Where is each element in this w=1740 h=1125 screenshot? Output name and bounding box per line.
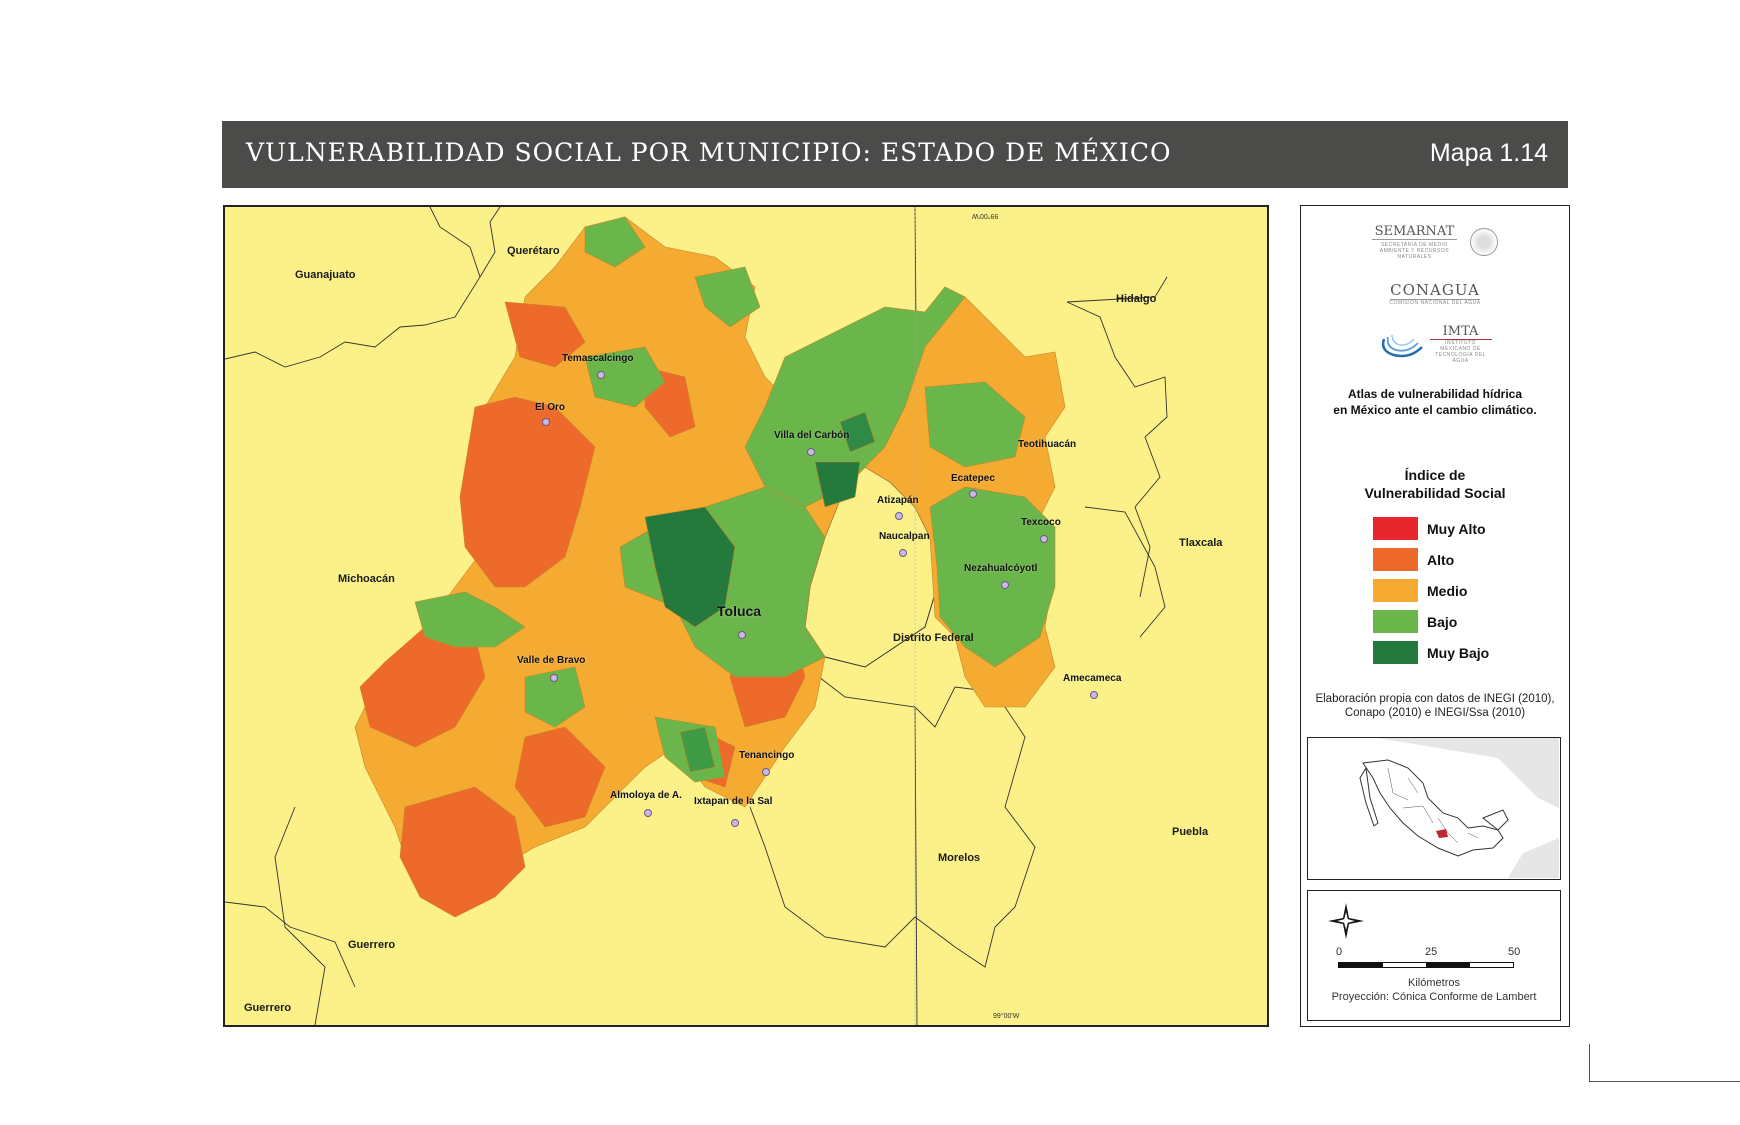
- city-marker[interactable]: [1001, 581, 1009, 589]
- city-marker[interactable]: [1040, 535, 1048, 543]
- legend-label: Muy Bajo: [1427, 645, 1490, 661]
- conagua-logo: CONAGUA COMISIÓN NACIONAL DEL AGUA: [1389, 281, 1481, 306]
- map-number: Mapa 1.14: [1429, 139, 1548, 167]
- north-arrow-icon: [1328, 903, 1364, 939]
- city-teotihuacan: Teotihuacán: [1018, 439, 1077, 450]
- label-tlaxcala: Tlaxcala: [1179, 537, 1223, 549]
- state-map: [225, 207, 1168, 1025]
- city-naucalpan: Naucalpan: [879, 531, 930, 542]
- city-marker[interactable]: [895, 512, 903, 520]
- city-villa-del-carbon: Villa del Carbón: [774, 430, 850, 441]
- label-guerrero-1: Guerrero: [348, 939, 396, 951]
- scale-tick-50: 50: [1508, 946, 1521, 958]
- city-marker[interactable]: [762, 768, 770, 776]
- imta-logo: IMTA INSTITUTO MEXICANO DE TECNOLOGÍA DE…: [1301, 324, 1569, 364]
- legend-swatch: [1373, 641, 1418, 664]
- projection-note: Proyección: Cónica Conforme de Lambert: [1331, 991, 1537, 1003]
- title-bar: VULNERABILIDAD SOCIAL POR MUNICIPIO: EST…: [222, 121, 1568, 188]
- scale-tick-25: 25: [1425, 946, 1438, 958]
- legend-label: Medio: [1427, 583, 1468, 599]
- scale-box: 0 25 50 Kilómetros Proyección: Cónica Co…: [1307, 890, 1561, 1021]
- legend-label: Bajo: [1427, 614, 1458, 630]
- label-hidalgo: Hidalgo: [1116, 293, 1157, 305]
- city-amecameca: Amecameca: [1063, 673, 1122, 684]
- city-marker[interactable]: [899, 549, 907, 557]
- semarnat-logo: SEMARNAT SECRETARÍA DE MEDIO AMBIENTE Y …: [1301, 224, 1569, 260]
- source-note: Elaboración propia con datos de INEGI (2…: [1315, 693, 1555, 719]
- legend-label: Muy Alto: [1427, 521, 1486, 537]
- city-marker[interactable]: [807, 448, 815, 456]
- city-el-oro: El Oro: [535, 402, 566, 413]
- mexico-locator-map: [1308, 738, 1559, 878]
- locator-inset-map[interactable]: [1307, 737, 1561, 880]
- meridian-label-bottom: 99°00'W: [993, 1013, 1020, 1020]
- eagle-seal-icon: [1470, 228, 1499, 256]
- city-texcoco: Texcoco: [1021, 517, 1061, 528]
- legend-swatch: [1373, 517, 1418, 540]
- label-queretaro: Querétaro: [507, 245, 560, 257]
- city-toluca: Toluca: [717, 603, 762, 619]
- city-nezahualcoyotl: Nezahualcóyotl: [964, 563, 1038, 574]
- map-frame[interactable]: Querétaro Guanajuato Hidalgo Michoacán T…: [223, 205, 1269, 1027]
- city-almoloya: Almoloya de A.: [610, 790, 682, 801]
- city-marker[interactable]: [738, 631, 746, 639]
- legend-title: Índice de Vulnerabilidad Social: [1364, 467, 1506, 501]
- label-morelos: Morelos: [938, 852, 981, 864]
- meridian-label-top: 99°00'W: [972, 212, 999, 219]
- city-marker[interactable]: [542, 418, 550, 426]
- city-atizapan: Atizapán: [877, 495, 919, 506]
- water-swirl-icon: [1378, 329, 1424, 359]
- city-marker[interactable]: [731, 819, 739, 827]
- map-title: VULNERABILIDAD SOCIAL POR MUNICIPIO: EST…: [246, 138, 1172, 167]
- label-guanajuato: Guanajuato: [295, 269, 356, 281]
- municipality-regions: [354, 216, 1066, 918]
- city-valle-de-bravo: Valle de Bravo: [517, 655, 586, 666]
- label-distrito-federal: Distrito Federal: [893, 632, 974, 644]
- city-marker[interactable]: [644, 809, 652, 817]
- city-ixtapan: Ixtapan de la Sal: [694, 796, 773, 807]
- legend-panel: SEMARNAT SECRETARÍA DE MEDIO AMBIENTE Y …: [1300, 205, 1570, 1027]
- label-puebla: Puebla: [1172, 826, 1209, 838]
- city-marker[interactable]: [969, 490, 977, 498]
- scale-bar: [1338, 962, 1514, 968]
- legend-swatch: [1373, 579, 1418, 602]
- scale-unit: Kilómetros: [1408, 977, 1460, 989]
- legend-label: Alto: [1427, 552, 1455, 568]
- city-ecatepec: Ecatepec: [951, 473, 995, 484]
- page-corner-mark: [1589, 1044, 1740, 1082]
- legend-swatch: [1373, 548, 1418, 571]
- city-marker[interactable]: [550, 674, 558, 682]
- label-guerrero-2: Guerrero: [244, 1002, 292, 1014]
- label-michoacan: Michoacán: [338, 573, 395, 585]
- legend-swatch: [1373, 610, 1418, 633]
- city-tenancingo: Tenancingo: [739, 750, 795, 761]
- scale-tick-0: 0: [1336, 946, 1343, 958]
- atlas-caption: Atlas de vulnerabilidad hídrica en Méxic…: [1333, 387, 1537, 417]
- city-temascalcingo: Temascalcingo: [562, 353, 634, 364]
- city-marker[interactable]: [1090, 691, 1098, 699]
- city-marker[interactable]: [597, 371, 605, 379]
